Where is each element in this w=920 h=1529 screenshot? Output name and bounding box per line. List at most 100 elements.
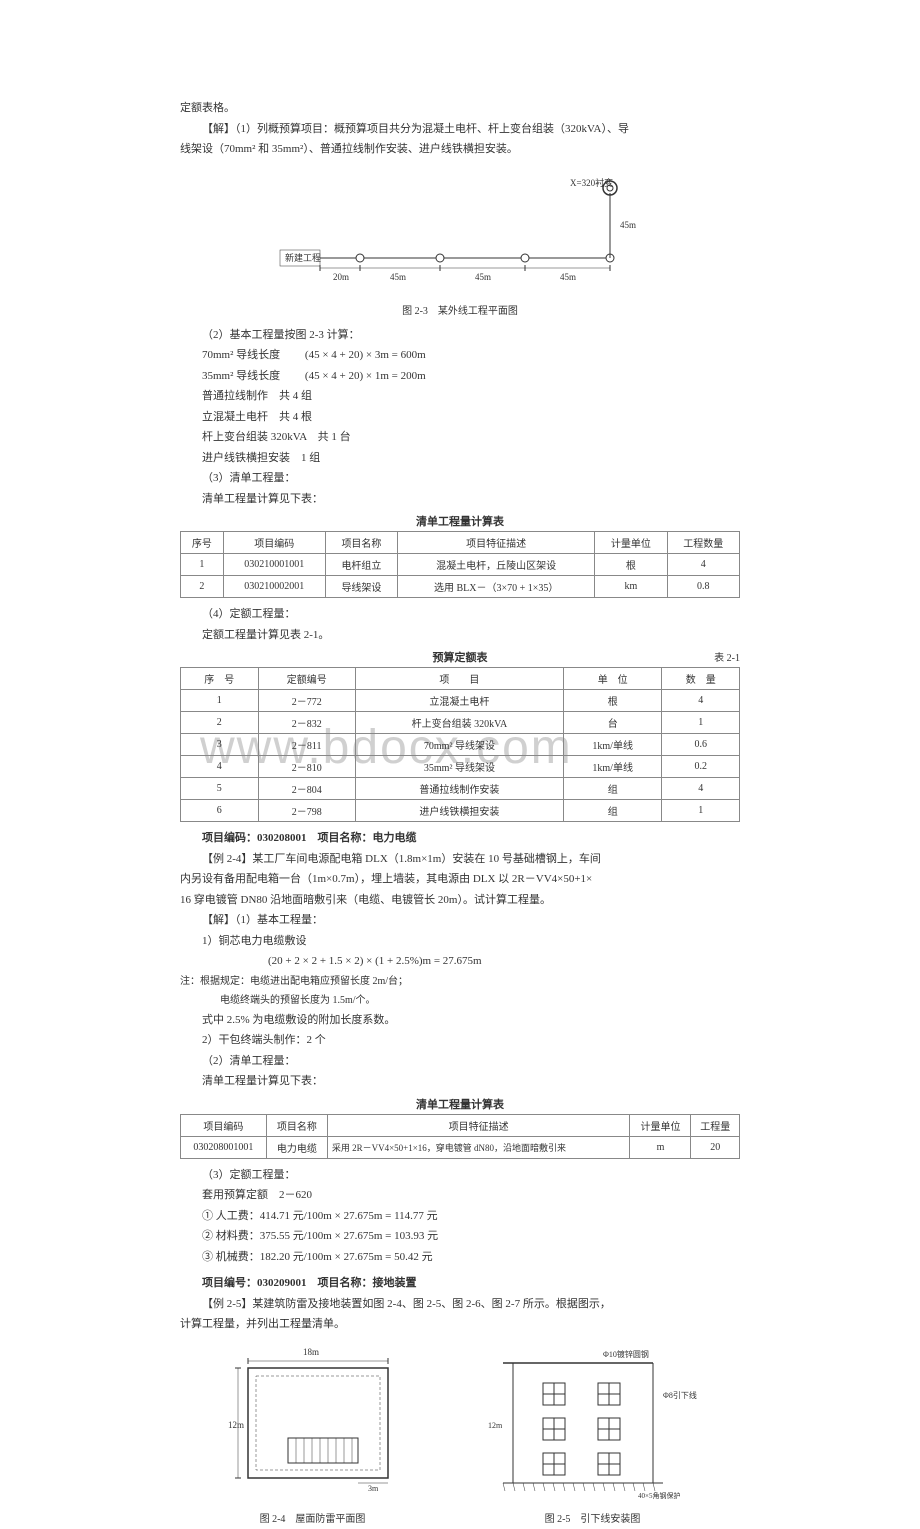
td: 030208001001 bbox=[181, 1136, 267, 1158]
td: 030210001001 bbox=[223, 554, 325, 576]
td: 导线架设 bbox=[325, 576, 397, 598]
calc3-l2: 套用预算定额 2－620 bbox=[180, 1187, 740, 1204]
th: 项目特征描述 bbox=[327, 1114, 630, 1136]
table1-title: 清单工程量计算表 bbox=[180, 513, 740, 529]
th: 数 量 bbox=[662, 668, 740, 690]
section3-p1: 【例 2-5】某建筑防雷及接地装置如图 2-4、图 2-5、图 2-6、图 2-… bbox=[180, 1296, 740, 1313]
section2-head: 项目编码：030208001 项目名称：电力电缆 bbox=[180, 830, 740, 847]
svg-text:12m: 12m bbox=[228, 1420, 244, 1430]
section2-s3: (20 + 2 × 2 + 1.5 × 2) × (1 + 2.5%)m = 2… bbox=[180, 953, 740, 970]
intro-line2: 线架设（70mm² 和 35mm²）、普通拉线制作安装、进户线铁横担安装。 bbox=[180, 141, 740, 158]
section2-s9: 清单工程量计算见下表： bbox=[180, 1073, 740, 1090]
svg-text:40×5角钢保护: 40×5角钢保护 bbox=[638, 1491, 680, 1500]
calc1-l8: （3）清单工程量： bbox=[180, 470, 740, 487]
table-row: 1 030210001001 电杆组立 混凝土电杆，丘陵山区架设 根 4 bbox=[181, 554, 740, 576]
table2-title: 预算定额表 bbox=[180, 649, 740, 665]
calc1-l7: 进户线铁横担安装 1 组 bbox=[180, 450, 740, 467]
th: 计量单位 bbox=[595, 532, 667, 554]
th: 项目名称 bbox=[325, 532, 397, 554]
calc1-l6: 杆上变台组装 320kVA 共 1 台 bbox=[180, 429, 740, 446]
svg-text:12m: 12m bbox=[488, 1421, 503, 1430]
calc1-l9: 清单工程量计算见下表： bbox=[180, 491, 740, 508]
document-content: 定额表格。 【解】（1）列概预算项目：概预算项目共分为混凝土电杆、杆上变台组装（… bbox=[180, 100, 740, 1529]
th: 序 号 bbox=[181, 668, 259, 690]
section2-s6: 式中 2.5% 为电缆敷设的附加长度系数。 bbox=[180, 1012, 740, 1029]
svg-text:Φ10镀锌圆钢: Φ10镀锌圆钢 bbox=[603, 1349, 649, 1359]
svg-text:Φ8引下线: Φ8引下线 bbox=[663, 1390, 697, 1400]
transformer-label: X=320衬变 bbox=[570, 177, 613, 188]
diagram-2-left-svg: 18m 12m 3m bbox=[218, 1343, 408, 1503]
calc1-l4: 普通拉线制作 共 4 组 bbox=[180, 388, 740, 405]
table-3: 项目编码 项目名称 项目特征描述 计量单位 工程量 030208001001 电… bbox=[180, 1114, 740, 1159]
table-1: 序号 项目编码 项目名称 项目特征描述 计量单位 工程数量 1 03021000… bbox=[180, 531, 740, 598]
section2-s7: 2）干包终端头制作：2 个 bbox=[180, 1032, 740, 1049]
dist-1: 45m bbox=[390, 272, 406, 282]
calc1-l5: 立混凝土电杆 共 4 根 bbox=[180, 409, 740, 426]
td: 4 bbox=[667, 554, 739, 576]
dist-2: 45m bbox=[475, 272, 491, 282]
td: 电力电缆 bbox=[266, 1136, 327, 1158]
td: 1 bbox=[181, 554, 224, 576]
diagram2-cap-right: 图 2-5 引下线安装图 bbox=[483, 1510, 703, 1525]
calc3-l4: ② 材料费：375.55 元/100m × 27.675m = 103.93 元 bbox=[180, 1228, 740, 1245]
section2-s1: 【解】（1）基本工程量： bbox=[180, 912, 740, 929]
table-2: 序 号 定额编号 项 目 单 位 数 量 12－772立混凝土电杆根4 22－8… bbox=[180, 667, 740, 822]
th: 工程量 bbox=[691, 1114, 740, 1136]
table-row: 030208001001 电力电缆 采用 2R－VV4×50+1×16，穿电镀管… bbox=[181, 1136, 740, 1158]
dist-0: 20m bbox=[333, 272, 349, 282]
diagram-2: 18m 12m 3m bbox=[180, 1343, 740, 1529]
calc3-l3: ① 人工费：414.71 元/100m × 27.675m = 114.77 元 bbox=[180, 1208, 740, 1225]
td: 0.8 bbox=[667, 576, 739, 598]
td: 根 bbox=[595, 554, 667, 576]
td: 电杆组立 bbox=[325, 554, 397, 576]
diagram-1: X=320衬变 45m 新建工程 20m 45m 45m 45m 图 2-3 某… bbox=[180, 168, 740, 317]
table-row: 序 号 定额编号 项 目 单 位 数 量 bbox=[181, 668, 740, 690]
table3-title: 清单工程量计算表 bbox=[180, 1096, 740, 1112]
section2-s2: 1）铜芯电力电缆敷设 bbox=[180, 933, 740, 950]
section2-s5: 电缆终端头的预留长度为 1.5m/个。 bbox=[180, 993, 740, 1008]
section2-p1: 【例 2-4】某工厂车间电源配电箱 DLX（1.8m×1m）安装在 10 号基础… bbox=[180, 851, 740, 868]
calc1-l1: （2）基本工程量按图 2-3 计算： bbox=[180, 327, 740, 344]
svg-text:3m: 3m bbox=[368, 1484, 379, 1493]
th: 工程数量 bbox=[667, 532, 739, 554]
th: 计量单位 bbox=[630, 1114, 691, 1136]
table-row: 52－804普通拉线制作安装组4 bbox=[181, 778, 740, 800]
td: 2 bbox=[181, 576, 224, 598]
diagram2-cap-left: 图 2-4 屋面防雷平面图 bbox=[218, 1510, 408, 1525]
th: 项 目 bbox=[355, 668, 563, 690]
table-row: 12－772立混凝土电杆根4 bbox=[181, 690, 740, 712]
table-row: 42－81035mm² 导线架设1km/单线0.2 bbox=[181, 756, 740, 778]
section2-p3: 16 穿电镀管 DN80 沿地面暗敷引来（电缆、电镀管长 20m）。试计算工程量… bbox=[180, 892, 740, 909]
td: 030210002001 bbox=[223, 576, 325, 598]
section2-s4: 注：根据规定：电缆进出配电箱应预留长度 2m/台； bbox=[180, 974, 740, 989]
th: 序号 bbox=[181, 532, 224, 554]
diagram-2-right-svg: Φ10镀锌圆钢 bbox=[483, 1343, 703, 1503]
th: 项目编码 bbox=[223, 532, 325, 554]
table-row: 项目编码 项目名称 项目特征描述 计量单位 工程量 bbox=[181, 1114, 740, 1136]
th: 项目编码 bbox=[181, 1114, 267, 1136]
calc3-l1: （3）定额工程量： bbox=[180, 1167, 740, 1184]
table2-label: 表 2-1 bbox=[714, 649, 740, 664]
table-row: 序号 项目编码 项目名称 项目特征描述 计量单位 工程数量 bbox=[181, 532, 740, 554]
th: 项目特征描述 bbox=[398, 532, 595, 554]
td: 20 bbox=[691, 1136, 740, 1158]
calc1-l2: 70mm² 导线长度 (45 × 4 + 20) × 3m = 600m bbox=[180, 347, 740, 364]
section2-p2: 内另设有备用配电箱一台（1m×0.7m），埋上墙装，其电源由 DLX 以 2R－… bbox=[180, 871, 740, 888]
svg-text:18m: 18m bbox=[303, 1347, 319, 1357]
td: 选用 BLX－（3×70 + 1×35） bbox=[398, 576, 595, 598]
th: 项目名称 bbox=[266, 1114, 327, 1136]
calc1-l3: 35mm² 导线长度 (45 × 4 + 20) × 1m = 200m bbox=[180, 368, 740, 385]
td: km bbox=[595, 576, 667, 598]
intro-line0: 定额表格。 bbox=[180, 100, 740, 117]
section3-head: 项目编号：030209001 项目名称：接地装置 bbox=[180, 1275, 740, 1292]
dist-3: 45m bbox=[560, 272, 576, 282]
th: 单 位 bbox=[563, 668, 662, 690]
calc2-l1: （4）定额工程量： bbox=[180, 606, 740, 623]
section2-s8: （2）清单工程量： bbox=[180, 1053, 740, 1070]
table-row: 62－798进户线铁横担安装组1 bbox=[181, 800, 740, 822]
table-row: 32－81170mm² 导线架设1km/单线0.6 bbox=[181, 734, 740, 756]
td: m bbox=[630, 1136, 691, 1158]
td: 采用 2R－VV4×50+1×16，穿电镀管 dN80，沿地面暗敷引来 bbox=[327, 1136, 630, 1158]
project-label: 新建工程 bbox=[285, 252, 321, 263]
intro-line1: 【解】（1）列概预算项目：概预算项目共分为混凝土电杆、杆上变台组装（320kVA… bbox=[180, 121, 740, 138]
